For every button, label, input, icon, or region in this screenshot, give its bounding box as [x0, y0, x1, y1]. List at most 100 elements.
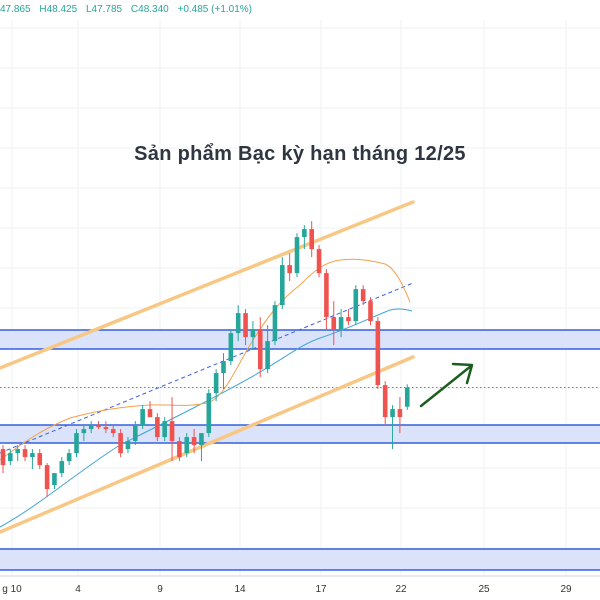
candle: [375, 317, 381, 390]
candle-body: [206, 393, 212, 434]
candles: [0, 221, 410, 498]
chart-title: Sản phẩm Bạc kỳ hạn tháng 12/25: [134, 143, 466, 165]
candle-body: [221, 361, 226, 374]
candle: [294, 233, 300, 278]
candle: [280, 257, 285, 310]
candle-body: [294, 237, 300, 274]
price-channel: [0, 200, 415, 534]
blue-moving-average: [0, 308, 413, 528]
candle-body: [390, 409, 395, 418]
candle-body: [272, 305, 278, 342]
candle: [52, 473, 57, 490]
candle-body: [118, 433, 123, 454]
x-tick-label: 25: [478, 584, 490, 595]
candle: [353, 285, 359, 326]
candle-body: [404, 387, 410, 407]
open-value: 47.865: [0, 4, 31, 15]
candle: [287, 253, 292, 282]
candle: [103, 421, 109, 434]
candle: [162, 417, 167, 442]
candle-body: [375, 321, 381, 386]
candle-body: [287, 265, 292, 274]
candle: [191, 429, 197, 454]
x-tick-label: g 10: [2, 584, 22, 595]
up-arrow-head: [451, 362, 474, 385]
candle: [66, 449, 72, 466]
low-value: L47.785: [85, 4, 123, 15]
candle-body: [74, 433, 79, 454]
support-resistance-zones: [0, 329, 600, 571]
candle: [133, 421, 138, 446]
candle: [221, 353, 226, 390]
candle: [265, 325, 270, 374]
candle-body: [88, 425, 94, 430]
candle-body: [338, 317, 344, 330]
candle-body: [199, 433, 204, 446]
candle: [243, 309, 248, 346]
candle: [235, 305, 241, 342]
x-tick-label: 4: [75, 584, 81, 595]
candle: [206, 389, 212, 438]
candle-body: [52, 473, 57, 486]
candle: [316, 245, 322, 278]
candle: [382, 381, 388, 426]
candle-body: [243, 313, 248, 338]
candle-body: [103, 427, 109, 430]
candle: [88, 421, 94, 434]
x-tick-label: 22: [395, 584, 407, 595]
high-value: H48.425: [39, 4, 78, 15]
channel-lower-line: [0, 355, 415, 534]
candle-body: [30, 453, 35, 458]
candle: [397, 397, 403, 434]
candle-body: [110, 429, 116, 434]
ohlc-readout: 47.865 H48.425 L47.785 C48.340 +0.485 (+…: [0, 4, 258, 15]
candle-body: [257, 329, 263, 370]
x-tick-label: 17: [315, 584, 327, 595]
candle-body: [59, 461, 65, 474]
candle: [44, 463, 50, 498]
candle-body: [169, 421, 175, 442]
annotations: [419, 362, 474, 408]
candle-body: [125, 441, 131, 450]
dashed-trend-line: [0, 282, 414, 454]
candle-body: [331, 317, 337, 330]
change-value: +0.485 (+1.01%): [177, 4, 253, 15]
candle: [228, 329, 234, 366]
candle-body: [140, 409, 145, 426]
candle: [15, 445, 20, 462]
candle-body: [15, 449, 20, 454]
candle: [250, 321, 256, 350]
candle: [199, 433, 204, 462]
candle: [309, 221, 314, 258]
candle-body: [382, 385, 388, 418]
x-axis: g 10 4 9 14 17 22 25 29: [0, 575, 600, 595]
candle-body: [44, 465, 50, 490]
x-tick-label: 9: [157, 584, 163, 595]
candle: [110, 425, 116, 438]
candle-body: [8, 453, 13, 462]
candle: [338, 309, 344, 338]
candle: [59, 457, 65, 478]
candle-body: [162, 421, 167, 438]
candle: [30, 449, 35, 470]
candle-body: [22, 449, 28, 458]
candle: [0, 445, 6, 474]
candle: [8, 449, 13, 466]
candle: [184, 433, 190, 458]
candle: [213, 369, 219, 402]
candle: [81, 425, 87, 442]
candle-body: [235, 313, 241, 334]
candle-body: [0, 449, 6, 466]
close-value: C48.340: [130, 4, 169, 15]
candle-body: [324, 273, 329, 318]
candle-body: [96, 425, 101, 428]
candle: [118, 429, 123, 458]
candle: [390, 405, 395, 450]
candle-body: [37, 453, 43, 466]
candle: [360, 285, 366, 306]
x-tick-label: 29: [560, 584, 572, 595]
candle-body: [316, 249, 322, 274]
channel-upper-line: [0, 200, 415, 370]
candle: [125, 437, 131, 454]
candle: [257, 317, 263, 378]
